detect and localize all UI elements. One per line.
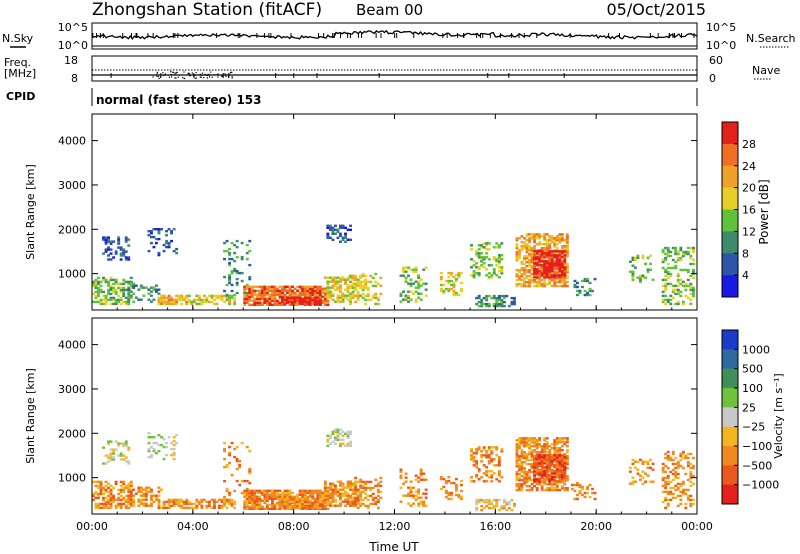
nsearch-tick-bottom: 10^0 [706, 39, 736, 52]
colorbar-swatch [722, 143, 738, 167]
freq-unit-label: [MHz] [4, 67, 36, 80]
nsky-panel: N.Sky 10^5 10^0 10^5 10^0 N.Search [2, 21, 796, 52]
x-tick-label: 16:00 [479, 520, 511, 533]
colorbar-swatch [722, 388, 738, 408]
colorbar-swatch [722, 465, 738, 485]
nave-tick-bottom: 0 [709, 72, 716, 85]
nsearch-label: N.Search [746, 32, 796, 45]
nsky-label: N.Sky [2, 32, 34, 45]
colorbar-swatch [722, 231, 738, 254]
colorbar-tick-label: 8 [742, 247, 749, 260]
colorbar-tick-label: 16 [742, 204, 756, 217]
nave-tick-top: 60 [709, 54, 723, 67]
colorbar-swatch [722, 209, 738, 232]
y-tick-label: 3000 [58, 179, 86, 192]
colorbar-tick-label: −1000 [742, 479, 779, 492]
colorbar-swatch [722, 426, 738, 447]
velocity-y-axis-title: Slant Range [km] [24, 368, 37, 464]
y-tick-label: 1000 [58, 472, 86, 485]
colorbar-swatch [722, 407, 738, 427]
velocity-colorbar-title: Velocity [m s⁻¹] [772, 373, 785, 458]
y-tick-label: 4000 [58, 339, 86, 352]
velocity-panel: Slant Range [km] 1000 2000 3000 4000 00:00 0… [24, 317, 713, 554]
colorbar-tick-label: 500 [742, 363, 763, 376]
cpid-label: CPID [6, 90, 35, 103]
colorbar-swatch [722, 368, 738, 389]
power-panel: Slant Range [km] 1000 2000 3000 4000 [24, 113, 698, 311]
colorbar-swatch [722, 253, 738, 276]
colorbar-tick-label: 4 [742, 269, 749, 282]
x-tick-label: 12:00 [379, 520, 411, 533]
colorbar-tick-label: −100 [742, 440, 772, 453]
nave-label: Nave [752, 64, 780, 77]
power-colorbar: 4 8 12 16 20 24 28 [721, 121, 756, 298]
velocity-colorbar: 1000 500 100 25 −25 −100 −500 −1000 [721, 329, 779, 505]
nsearch-tick-top: 10^5 [706, 21, 736, 34]
nsky-trace [91, 29, 698, 47]
colorbar-tick-label: 20 [742, 182, 756, 195]
y-tick-label: 2000 [58, 427, 86, 440]
x-tick-label: 04:00 [177, 520, 209, 533]
power-colorbar-title: Power [dB] [757, 179, 771, 244]
colorbar-swatch [722, 165, 738, 188]
power-data-cells [92, 224, 695, 308]
colorbar-swatch [722, 446, 738, 466]
y-tick-label: 4000 [58, 135, 86, 148]
colorbar-tick-label: 24 [742, 160, 756, 173]
colorbar-swatch [722, 484, 738, 505]
colorbar-swatch [722, 349, 738, 369]
x-tick-label: 08:00 [278, 520, 310, 533]
colorbar-swatch [722, 330, 738, 350]
colorbar-tick-label: 28 [742, 138, 756, 151]
colorbar-tick-label: 25 [742, 401, 756, 414]
freq-panel: Freq. [MHz] 18 8 60 0 Nave [4, 54, 780, 85]
freq-tick-bottom: 8 [71, 72, 78, 85]
x-tick-label: 20:00 [580, 520, 612, 533]
velocity-data-cells [92, 428, 695, 512]
station-title: Zhongshan Station (fitACF) [92, 0, 322, 20]
cpid-value: normal (fast stereo) 153 [96, 93, 262, 107]
colorbar-swatch [722, 275, 738, 298]
nsky-tick-top: 10^5 [58, 21, 88, 34]
x-tick-label: 00:00 [681, 520, 713, 533]
freq-trace [92, 69, 697, 80]
x-axis-title: Time UT [368, 540, 419, 554]
y-tick-label: 3000 [58, 383, 86, 396]
y-tick-label: 2000 [58, 223, 86, 236]
colorbar-tick-label: −500 [742, 459, 772, 472]
freq-label: Freq. [4, 56, 31, 69]
beam-label: Beam 00 [356, 1, 423, 19]
colorbar-tick-label: 12 [742, 225, 756, 238]
colorbar-swatch [722, 122, 738, 145]
y-tick-label: 1000 [58, 268, 86, 281]
colorbar-tick-label: 1000 [742, 343, 770, 356]
colorbar-swatch [722, 187, 738, 210]
colorbar-tick-label: −25 [742, 421, 765, 434]
date-label: 05/Oct/2015 [606, 0, 706, 19]
nsky-tick-bottom: 10^0 [58, 39, 88, 52]
x-tick-label: 00:00 [76, 520, 108, 533]
freq-tick-top: 18 [64, 54, 78, 67]
power-y-axis-title: Slant Range [km] [24, 164, 37, 260]
colorbar-tick-label: 100 [742, 382, 763, 395]
